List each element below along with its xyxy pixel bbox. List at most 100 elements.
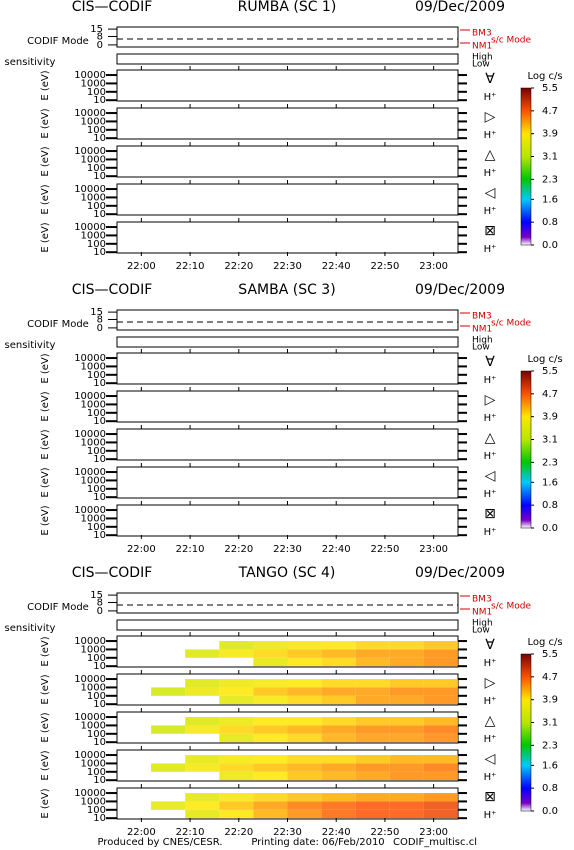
- spectrogram-cell: [219, 763, 254, 772]
- panel-species: H⁺: [484, 413, 497, 424]
- colorbar-tick-label: 4.7: [542, 106, 558, 117]
- y-axis-label: E (eV): [40, 222, 51, 252]
- spectrogram-cell: [389, 793, 424, 802]
- panel-frame: [116, 145, 459, 178]
- mode-tick-label: 0: [97, 40, 103, 51]
- spectrogram-cell: [253, 657, 288, 667]
- spectrogram-cell: [423, 657, 458, 667]
- footer-date: Printing date: 06/Feb/2010: [251, 837, 384, 848]
- x-tick-label: 22:40: [322, 544, 351, 555]
- panel-species: H⁺: [484, 696, 497, 707]
- y-axis-label: E (eV): [40, 70, 51, 100]
- y-tick-label: 10000: [74, 146, 106, 157]
- spectrogram-cell: [185, 763, 220, 772]
- spectrogram-cell: [389, 641, 424, 650]
- spectrogram-cell: [389, 687, 424, 696]
- y-tick-label: 1000: [81, 116, 106, 127]
- panel-frame: [116, 428, 459, 461]
- panel-symbol: △: [485, 713, 496, 729]
- spectrogram-cell: [355, 657, 390, 667]
- spectrogram-cell: [321, 679, 356, 688]
- colorbar-tick-label: 3.1: [542, 435, 558, 446]
- spectrogram-cell: [287, 793, 322, 802]
- spectrogram-cell: [185, 801, 220, 810]
- sensitivity-label: sensitivity: [5, 623, 56, 634]
- spectrogram-cell: [423, 793, 458, 802]
- y-tick-label: 100: [87, 767, 106, 778]
- sensitivity-panel: [116, 336, 459, 348]
- spectrogram-cell: [287, 657, 322, 667]
- spectrogram-cell: [423, 771, 458, 781]
- y-tick-label: 10000: [74, 636, 106, 647]
- panel-species: H⁺: [484, 130, 497, 141]
- y-tick-label: 10: [93, 661, 106, 672]
- mode-title: s/c Mode: [491, 602, 532, 612]
- y-axis-label: E (eV): [40, 750, 51, 780]
- panel-symbol: ∀: [485, 637, 495, 653]
- y-tick-label: 1000: [81, 361, 106, 372]
- mode-level: NM1: [472, 608, 492, 618]
- spectrogram-cell: [389, 679, 424, 688]
- spectrogram-cell: [253, 793, 288, 802]
- x-tick-label: 22:00: [127, 261, 156, 272]
- spectrogram-cell: [287, 695, 322, 705]
- colorbar-tick-label: 5.5: [542, 649, 558, 660]
- y-tick-label: 100: [87, 125, 106, 136]
- spectrogram-cell: [219, 687, 254, 696]
- y-tick-label: 100: [87, 239, 106, 250]
- spectrogram-cell: [321, 641, 356, 650]
- y-tick-label: 10000: [74, 108, 106, 119]
- spectrogram-cell: [355, 725, 390, 734]
- sensitivity-panel: [116, 53, 459, 65]
- y-tick-label: 1000: [81, 796, 106, 807]
- panel-symbol: ⊠: [484, 223, 496, 239]
- y-tick-label: 100: [87, 201, 106, 212]
- y-tick-label: 10000: [74, 505, 106, 516]
- panel-symbol: △: [485, 147, 496, 163]
- x-tick-label: 22:30: [273, 827, 302, 838]
- y-tick-label: 10: [93, 133, 106, 144]
- y-tick-label: 1000: [81, 192, 106, 203]
- panel-species: H⁺: [484, 810, 497, 821]
- y-axis-label: E (eV): [40, 636, 51, 666]
- spectrogram-cell: [423, 755, 458, 764]
- colorbar-tick-label: 1.6: [542, 477, 558, 488]
- x-tick-label: 23:00: [419, 544, 448, 555]
- y-tick-label: 1000: [81, 475, 106, 486]
- mode-level: BM3: [472, 29, 492, 39]
- y-tick-label: 1000: [81, 682, 106, 693]
- spectrogram-cell: [287, 809, 322, 819]
- spectrogram-cell: [219, 641, 254, 650]
- panel-species: H⁺: [484, 244, 497, 255]
- colorbar-tick-label: 4.7: [542, 389, 558, 400]
- y-axis-label: E (eV): [40, 712, 51, 742]
- spectrogram-cell: [219, 755, 254, 764]
- mode-tick-label: 15: [90, 307, 103, 318]
- colorbar-label: Log c/s: [527, 637, 562, 648]
- y-tick-label: 1000: [81, 230, 106, 241]
- y-tick-label: 10: [93, 247, 106, 258]
- y-tick-label: 10: [93, 737, 106, 748]
- spectrogram-cell: [423, 717, 458, 726]
- mode-title: s/c Mode: [491, 36, 532, 46]
- y-axis-label: E (eV): [40, 505, 51, 535]
- y-tick-label: 10: [93, 95, 106, 106]
- y-tick-label: 1000: [81, 758, 106, 769]
- colorbar-tick-label: 0.0: [542, 806, 558, 817]
- panel-symbol: ▷: [485, 109, 496, 125]
- spectrogram-cell: [219, 793, 254, 802]
- mode-tick-label: 15: [90, 590, 103, 601]
- spectrogram-cell: [219, 771, 254, 781]
- spectrogram-cell: [253, 725, 288, 734]
- spectrogram-cell: [287, 649, 322, 658]
- panel-frame: [116, 466, 459, 499]
- colorbar-tick-label: 3.9: [542, 695, 558, 706]
- mode-panel: [116, 592, 459, 614]
- spectrogram-cell: [321, 801, 356, 810]
- mode-tick-label: 15: [90, 24, 103, 35]
- spectrogram-cell: [389, 725, 424, 734]
- spectrogram-cell: [355, 755, 390, 764]
- spectrogram-cell: [287, 725, 322, 734]
- y-tick-label: 10: [93, 775, 106, 786]
- panel-frame: [116, 183, 459, 216]
